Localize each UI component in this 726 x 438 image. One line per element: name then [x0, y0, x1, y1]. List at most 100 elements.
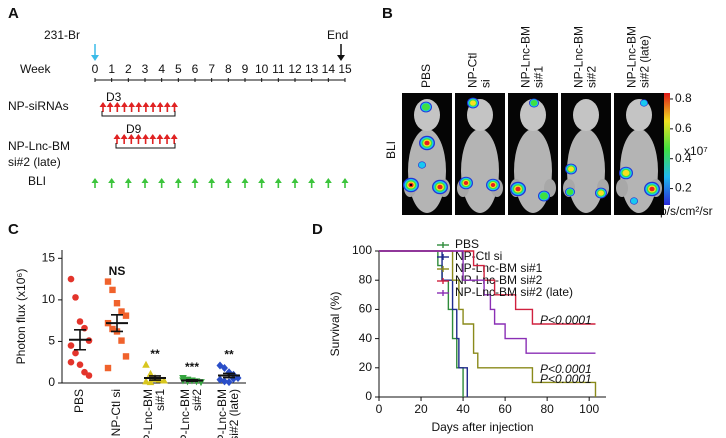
- colorbar: [662, 93, 670, 205]
- data-point: [122, 353, 130, 360]
- bli-signal: [515, 186, 521, 192]
- p-value: P<0.0001: [540, 372, 592, 386]
- legend-label: NP-Lnc-BM si#1: [455, 261, 543, 275]
- x-tick-label: 60: [498, 402, 512, 416]
- data-point: [104, 278, 112, 285]
- arrow-head: [91, 55, 99, 61]
- survival-curve: [379, 250, 596, 325]
- arrow-head: [91, 178, 99, 183]
- arrow-head: [163, 134, 171, 139]
- mouse-paw: [616, 179, 628, 197]
- bli-signal: [463, 180, 469, 186]
- column-label: NP-Lnc-BM: [625, 26, 639, 88]
- row-label: NP-Lnc-BM: [8, 139, 70, 153]
- arrow-head: [324, 178, 332, 183]
- colorbar-label: 0.6: [675, 121, 692, 135]
- significance: NS: [109, 264, 126, 278]
- day-label: D9: [126, 122, 142, 136]
- error-bar: [74, 329, 86, 351]
- y-tick-label: 40: [359, 331, 373, 345]
- week-label: 6: [192, 62, 199, 76]
- mouse-body: [461, 129, 499, 213]
- start-label: 231-Br: [44, 28, 80, 42]
- colorbar-unit: p/s/cm²/sr: [660, 204, 713, 218]
- x-tick-label: si#2 (late): [227, 389, 241, 438]
- arrow-head: [128, 102, 136, 107]
- x-tick-label: PBS: [72, 389, 86, 413]
- x-tick-label: 0: [376, 402, 383, 416]
- panel-label: D: [312, 221, 323, 238]
- arrow-head: [241, 178, 249, 183]
- bli-signal: [566, 189, 574, 195]
- column-label: NP-Lnc-BM: [519, 26, 533, 88]
- arrow-head: [106, 102, 114, 107]
- data-point: [146, 369, 155, 377]
- arrow-head: [170, 134, 178, 139]
- bli-signal: [437, 184, 443, 190]
- week-label: 13: [305, 62, 319, 76]
- arrow-head: [291, 178, 299, 183]
- panel-label: B: [382, 5, 393, 22]
- arrow-head: [156, 102, 164, 107]
- bracket: [115, 143, 176, 149]
- column-label: NP-Ctl: [466, 53, 480, 88]
- bli-signal: [598, 190, 604, 196]
- column-label: PBS: [419, 64, 433, 88]
- row-label: BLI: [384, 141, 398, 159]
- arrow-head: [274, 178, 282, 183]
- x-tick-label: NP-Ctl si: [109, 389, 123, 436]
- y-tick-label: 80: [359, 272, 373, 286]
- x-tick-label: 40: [456, 402, 470, 416]
- data-point: [85, 372, 93, 379]
- legend-label: NP-Ctl si: [455, 249, 502, 263]
- arrow-head: [113, 102, 121, 107]
- column-label: NP-Lnc-BM: [572, 26, 586, 88]
- bli-signal: [530, 100, 538, 106]
- arrow-head: [134, 134, 142, 139]
- data-point: [146, 378, 155, 386]
- bli-signal: [424, 140, 430, 146]
- arrow-head: [337, 55, 345, 61]
- week-label: 14: [322, 62, 336, 76]
- significance: ***: [185, 360, 199, 374]
- arrow-head: [149, 102, 157, 107]
- arrow-head: [113, 134, 121, 139]
- bli-signal: [630, 198, 638, 204]
- week-label: 8: [225, 62, 232, 76]
- x-tick-label: 100: [579, 402, 599, 416]
- arrow-head: [108, 178, 116, 183]
- bli-signal: [640, 100, 648, 106]
- arrow-head: [258, 178, 266, 183]
- error-bar: [149, 375, 161, 381]
- x-tick-label: 80: [540, 402, 554, 416]
- data-point: [109, 325, 116, 333]
- y-tick-label: 20: [359, 360, 373, 374]
- bli-signal: [422, 103, 430, 111]
- bli-signal: [649, 186, 655, 192]
- panel-label: C: [8, 221, 19, 238]
- arrow-head: [124, 178, 132, 183]
- legend-label: PBS: [455, 237, 479, 251]
- column-label: si#1: [532, 66, 546, 88]
- y-axis-label: Photon flux (x10⁶): [14, 269, 28, 365]
- data-point: [76, 361, 84, 369]
- x-tick-label: 20: [414, 402, 428, 416]
- bli-signal: [490, 182, 496, 188]
- error-bar: [111, 314, 123, 333]
- week-label: 1: [108, 62, 115, 76]
- data-point: [72, 294, 79, 301]
- x-tick-label: NP-Lnc-BM: [141, 389, 155, 438]
- arrow-head: [141, 178, 149, 183]
- significance: **: [150, 347, 160, 361]
- bli-signal: [540, 192, 548, 200]
- arrow-head: [174, 178, 182, 183]
- data-point: [67, 342, 75, 349]
- data-point: [113, 300, 121, 307]
- p-value: P<0.0001: [540, 362, 592, 376]
- survival-curve: [379, 250, 464, 397]
- colorbar-label: 0.2: [675, 181, 692, 195]
- data-point: [76, 318, 84, 325]
- arrow-head: [142, 102, 150, 107]
- data-point: [225, 378, 233, 387]
- column-label: si: [479, 79, 493, 88]
